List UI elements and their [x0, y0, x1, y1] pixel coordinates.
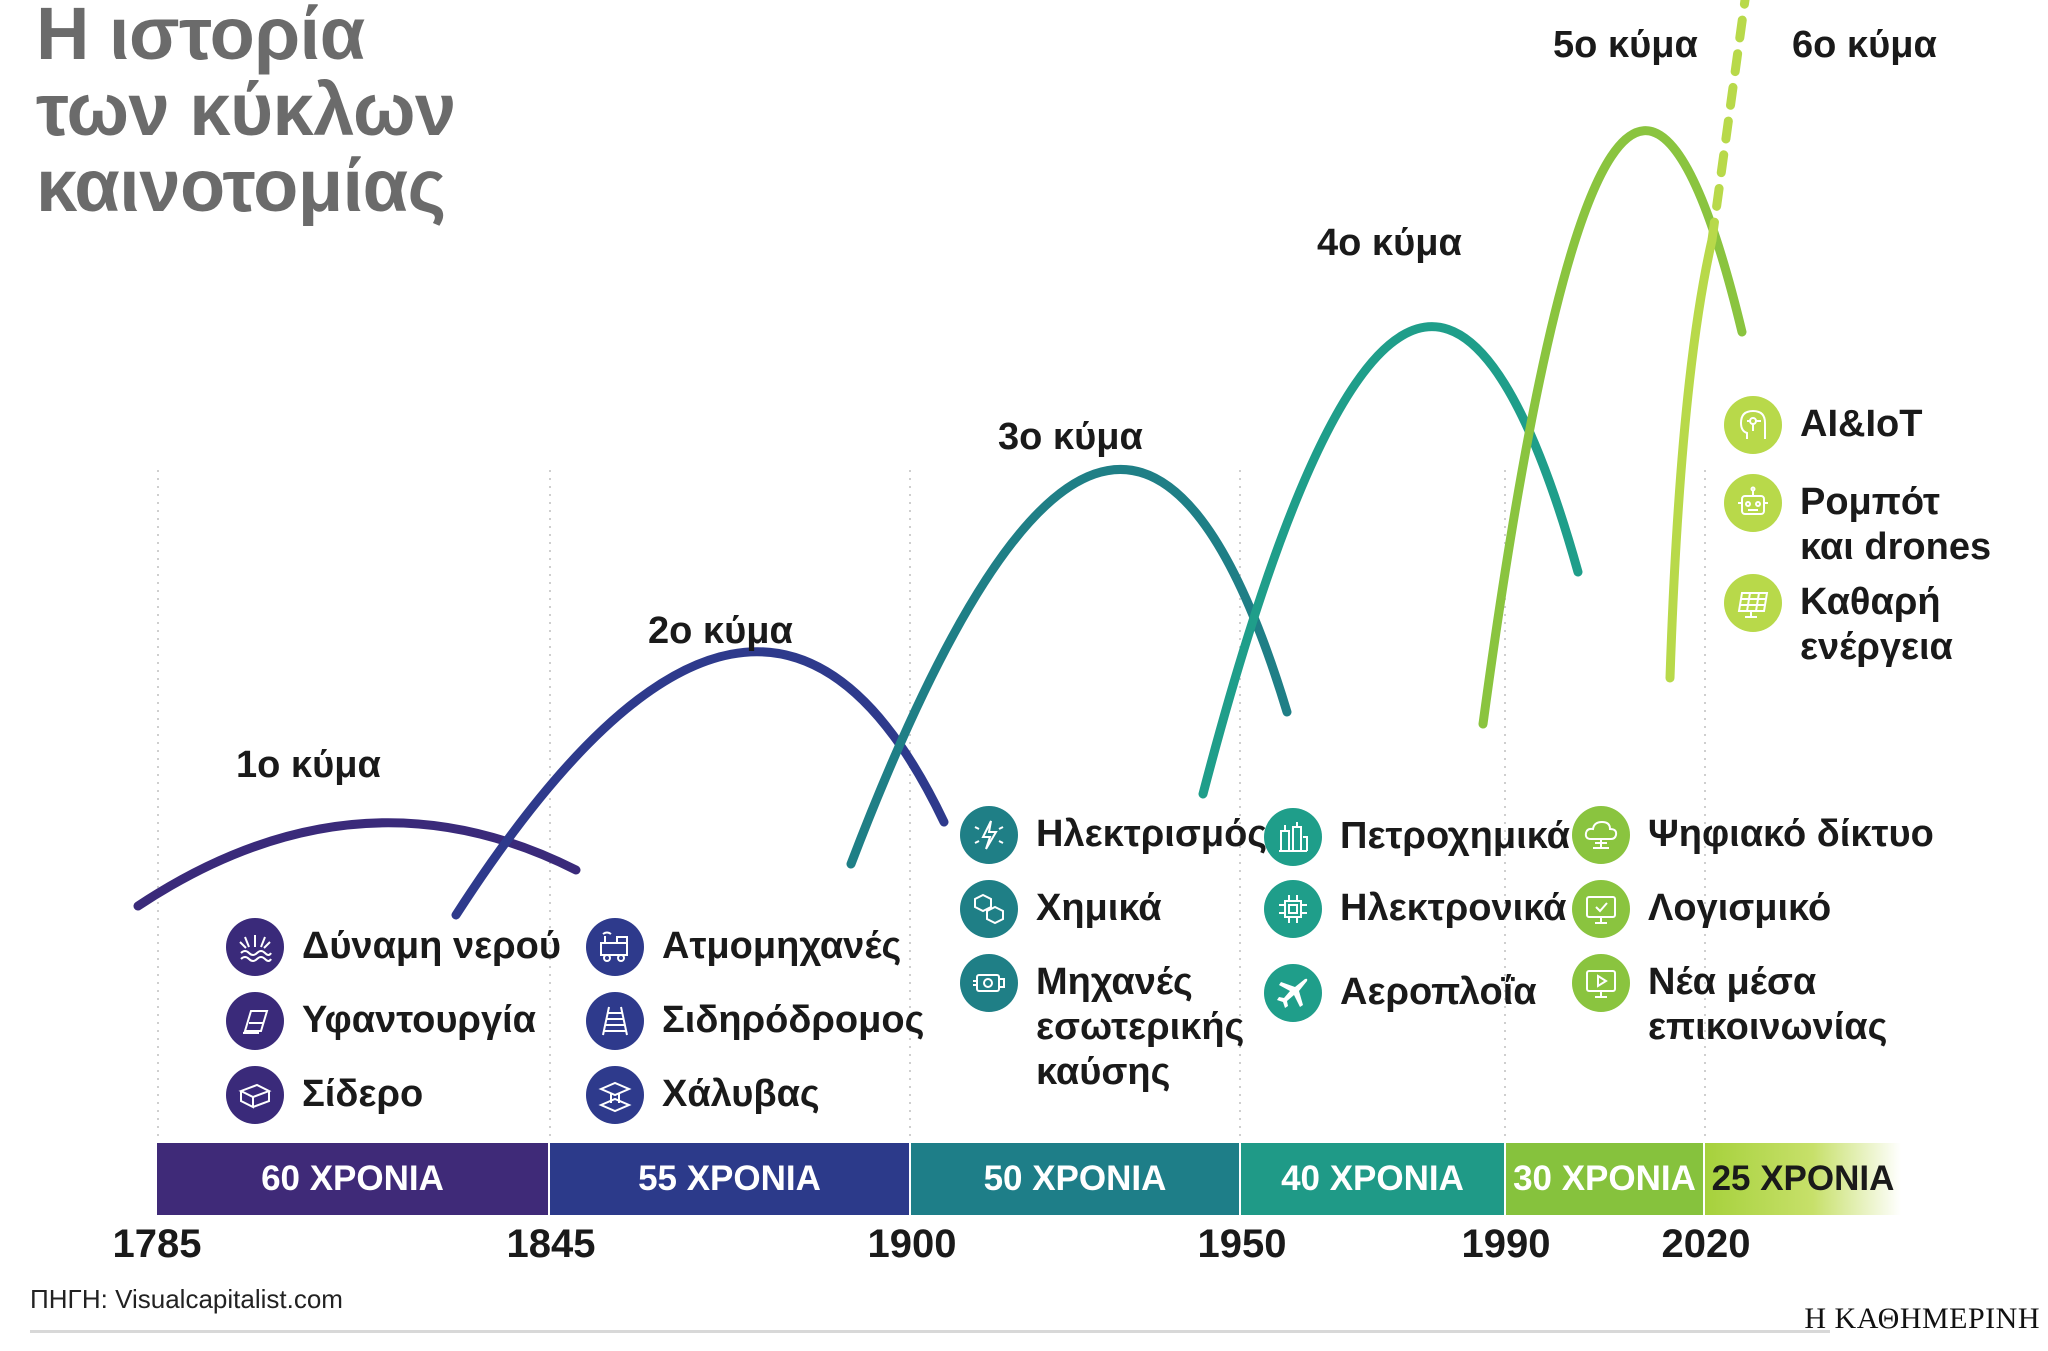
- item-label: Ατμομηχανές: [662, 925, 902, 967]
- list-item: Χημικά: [960, 880, 1162, 938]
- new-media-icon: [1572, 954, 1630, 1012]
- list-item: Λογισμικό: [1572, 880, 1831, 938]
- list-item: Ηλεκτρισμός: [960, 806, 1267, 864]
- item-label: Ρομπότ και drones: [1800, 481, 1992, 568]
- petrochemicals-icon: [1264, 808, 1322, 866]
- wave-5-label: 5ο κύμα: [1553, 24, 1698, 66]
- item-label: Χάλυβας: [662, 1073, 820, 1115]
- title-line-3: καινοτομίας: [36, 144, 446, 227]
- railway-icon: [586, 992, 644, 1050]
- list-item: AI&IoT: [1724, 396, 1922, 454]
- list-item: Υφαντουργία: [226, 992, 536, 1050]
- chemicals-icon: [960, 880, 1018, 938]
- aviation-icon: [1264, 964, 1322, 1022]
- item-label: Αεροπλοΐα: [1340, 971, 1537, 1013]
- wave-1-curve: [133, 818, 581, 911]
- title-line-1: Η ιστορία: [36, 0, 365, 75]
- list-item: Αεροπλοΐα: [1264, 964, 1537, 1022]
- period-segment-1: 60 ΧΡΟΝΙΑ: [157, 1143, 548, 1215]
- wave-6-label: 6ο κύμα: [1792, 24, 1937, 66]
- year-label: 1845: [506, 1222, 596, 1266]
- publisher-logo: Η ΚΑΘΗΜΕΡΙΝΗ: [1804, 1302, 2040, 1335]
- list-item: Πετροχημικά: [1264, 808, 1570, 866]
- year-label: 1900: [867, 1222, 957, 1266]
- list-item: Ψηφιακό δίκτυο: [1572, 806, 1934, 864]
- water-power-icon: [226, 918, 284, 976]
- period-segment-5: 30 ΧΡΟΝΙΑ: [1506, 1143, 1703, 1215]
- wave-6-curve: [1665, 235, 1717, 683]
- list-item: Χάλυβας: [586, 1066, 820, 1124]
- digital-network-icon: [1572, 806, 1630, 864]
- list-item: Μηχανές εσωτερικής καύσης: [960, 954, 1244, 1095]
- list-item: Δύναμη νερού: [226, 918, 561, 976]
- item-label: Ψηφιακό δίκτυο: [1648, 813, 1934, 855]
- electronics-icon: [1264, 880, 1322, 938]
- wave-6-dashed-extension: [1707, 0, 1750, 245]
- robot-icon: [1724, 474, 1782, 532]
- list-item: Νέα μέσα επικοινωνίας: [1572, 954, 1887, 1050]
- wave-2-label: 2ο κύμα: [648, 610, 793, 652]
- wave-1-label: 1ο κύμα: [236, 744, 381, 786]
- year-label: 1990: [1461, 1222, 1551, 1266]
- list-item: Ρομπότ και drones: [1724, 474, 1991, 570]
- steam-engine-icon: [586, 918, 644, 976]
- ai-iot-icon: [1724, 396, 1782, 454]
- period-segment-3: 50 ΧΡΟΝΙΑ: [911, 1143, 1239, 1215]
- software-icon: [1572, 880, 1630, 938]
- period-segment-6: 25 ΧΡΟΝΙΑ: [1705, 1143, 1901, 1215]
- item-label: Μηχανές εσωτερικής καύσης: [1036, 961, 1245, 1093]
- item-label: Πετροχημικά: [1340, 815, 1570, 857]
- steel-icon: [586, 1066, 644, 1124]
- page-title: Η ιστορία των κύκλων καινοτομίας: [36, 0, 456, 224]
- electricity-icon: [960, 806, 1018, 864]
- period-segment-2: 55 ΧΡΟΝΙΑ: [550, 1143, 909, 1215]
- list-item: Σιδηρόδρομος: [586, 992, 924, 1050]
- iron-icon: [226, 1066, 284, 1124]
- textile-icon: [226, 992, 284, 1050]
- solar-panel-icon: [1724, 574, 1782, 632]
- item-label: Σίδερο: [302, 1073, 424, 1115]
- list-item: Καθαρή ενέργεια: [1724, 574, 1953, 670]
- wave-4-label: 4ο κύμα: [1317, 222, 1462, 264]
- item-label: Νέα μέσα επικοινωνίας: [1648, 961, 1888, 1048]
- wave-2-curve: [451, 647, 949, 920]
- list-item: Ατμομηχανές: [586, 918, 901, 976]
- year-label: 2020: [1661, 1222, 1751, 1266]
- title-line-2: των κύκλων: [36, 68, 456, 151]
- wave-3-label: 3ο κύμα: [998, 416, 1143, 458]
- item-label: Λογισμικό: [1648, 887, 1832, 929]
- item-label: Ηλεκτρονικά: [1340, 887, 1567, 929]
- item-label: Ηλεκτρισμός: [1036, 813, 1268, 855]
- wave-3-curve: [846, 465, 1292, 869]
- year-label: 1950: [1197, 1222, 1287, 1266]
- item-label: Δύναμη νερού: [302, 925, 561, 967]
- item-label: Σιδηρόδρομος: [662, 999, 925, 1041]
- wave-5-curve: [1478, 126, 1747, 729]
- list-item: Σίδερο: [226, 1066, 423, 1124]
- list-item: Ηλεκτρονικά: [1264, 880, 1566, 938]
- combustion-engine-icon: [960, 954, 1018, 1012]
- item-label: Χημικά: [1036, 887, 1162, 929]
- item-label: Υφαντουργία: [302, 999, 536, 1041]
- footer-divider: [30, 1330, 1830, 1333]
- wave-4-curve: [1198, 322, 1583, 799]
- year-label: 1785: [112, 1222, 202, 1266]
- item-label: AI&IoT: [1800, 403, 1923, 445]
- period-segment-4: 40 ΧΡΟΝΙΑ: [1241, 1143, 1504, 1215]
- source-note: ΠΗΓΗ: Visualcapitalist.com: [30, 1284, 343, 1314]
- item-label: Καθαρή ενέργεια: [1800, 581, 1953, 668]
